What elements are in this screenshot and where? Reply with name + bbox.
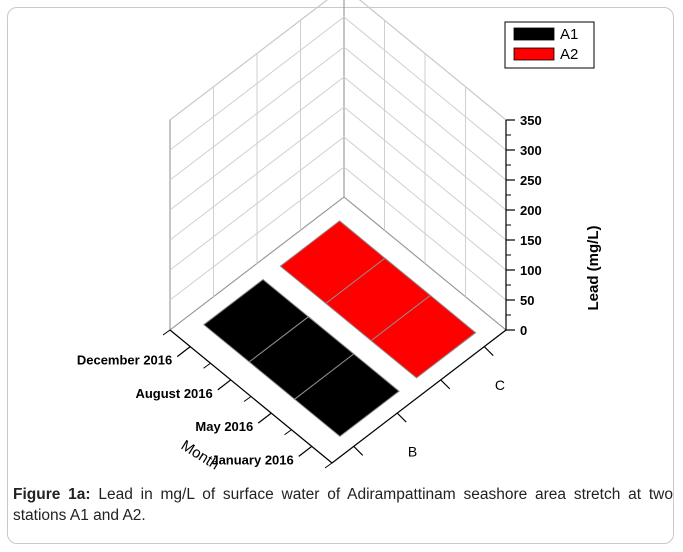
z-tick-label: 200 [520, 203, 542, 218]
month-tick [176, 346, 191, 358]
legend: A1 A2 [504, 21, 595, 69]
series-a2 [279, 220, 477, 379]
station-tick-label: B [408, 443, 417, 459]
y-axis-title: Month [178, 437, 222, 474]
month-minor-tick [243, 396, 252, 402]
z-tick-label: 300 [520, 143, 542, 158]
station-axis-line [331, 329, 507, 464]
station-tick [353, 445, 364, 456]
chart-3d: 0 50 100 150 200 250 300 350 January 2016 May 201… [77, 0, 602, 474]
station-tick [440, 379, 451, 390]
legend-swatch-a1 [513, 27, 555, 41]
month-minor-tick [162, 329, 171, 336]
station-tick-label: C [495, 377, 505, 393]
station-tick [483, 346, 494, 357]
bar-top [202, 278, 310, 363]
wall-gridline [169, 76, 507, 211]
wall-gridline [169, 136, 507, 271]
z-tick-label: 150 [520, 233, 542, 248]
wall-gridline [169, 166, 507, 301]
chart-axes: 0 50 100 150 200 250 300 350 January 2016 May 201… [77, 113, 542, 469]
z-tick-label: 350 [520, 113, 542, 128]
z-tick-label: 0 [520, 323, 527, 338]
bar-top [279, 220, 386, 305]
month-minor-tick [203, 362, 211, 369]
month-tick [217, 379, 232, 391]
figure-caption: Figure 1a: Lead in mg/L of surface water… [13, 484, 673, 526]
chart-bars [202, 220, 477, 438]
station-tick [396, 412, 407, 423]
legend-label-a1: A1 [560, 26, 578, 43]
month-tick-label: May 2016 [195, 419, 253, 434]
legend-swatch-a2 [513, 47, 555, 61]
z-tick-label: 250 [520, 173, 542, 188]
caption-label: Figure 1a: [13, 486, 91, 503]
series-a1 [202, 278, 400, 438]
month-tick-label: January 2016 [211, 452, 293, 467]
z-tick-label: 100 [520, 263, 542, 278]
z-tick-label: 50 [520, 293, 534, 308]
month-tick-label: August 2016 [135, 386, 212, 401]
month-tick [298, 445, 313, 457]
month-tick-label: December 2016 [77, 353, 172, 368]
chart-grid [169, 0, 507, 464]
legend-label-a2: A2 [560, 46, 578, 63]
wall-gridline [169, 106, 507, 241]
month-tick [257, 412, 272, 424]
month-minor-tick [284, 429, 292, 436]
wall-gridline [169, 0, 507, 121]
wall-gridline [169, 46, 507, 181]
z-axis-title: Lead (mg/L) [585, 225, 602, 310]
wall-gridline [169, 16, 507, 151]
month-minor-tick [324, 462, 333, 469]
caption-text: Lead in mg/L of surface water of Adiramp… [13, 486, 673, 524]
